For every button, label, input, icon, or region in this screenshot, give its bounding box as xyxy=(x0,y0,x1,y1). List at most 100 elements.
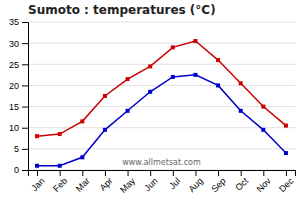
tick-mark xyxy=(218,170,219,176)
axis-line xyxy=(29,171,296,177)
tick: May xyxy=(118,170,137,195)
line xyxy=(37,75,286,166)
marker xyxy=(126,77,130,81)
tick-label: Sep xyxy=(209,176,227,194)
tick: 0 xyxy=(14,165,28,175)
tick-mark xyxy=(82,170,83,176)
tick: 25 xyxy=(9,60,28,70)
tick-label: Aug xyxy=(187,176,205,194)
annotation: www.allmetsat.com xyxy=(122,158,201,167)
tick-label: 35 xyxy=(9,17,19,27)
grid xyxy=(28,22,295,170)
tick-label: Nov xyxy=(254,175,273,194)
tick: 20 xyxy=(9,81,28,91)
marker xyxy=(261,105,265,109)
tick-label: Feb xyxy=(51,176,69,194)
tick-mark xyxy=(241,170,242,176)
chart: 0 5 10 15 20 25 30 35 Jan Feb Mar AprMay Jun Jul AugSe… xyxy=(0,0,305,200)
marker xyxy=(239,109,243,113)
x-axis: Jan Feb Mar AprMay Jun Jul AugSep OctNovDec xyxy=(29,170,296,195)
tick-mark xyxy=(22,22,28,23)
tick: 30 xyxy=(9,39,28,49)
marker xyxy=(261,128,265,132)
tick-mark xyxy=(60,170,61,176)
tick: 15 xyxy=(9,102,28,112)
tick-mark xyxy=(22,128,28,129)
tick: Jan xyxy=(29,170,46,193)
marker xyxy=(216,58,220,62)
tick-mark xyxy=(22,64,28,65)
tick: 35 xyxy=(9,17,28,27)
grid-line xyxy=(28,43,295,44)
marker xyxy=(148,90,152,94)
tick: Apr xyxy=(98,170,115,193)
tick: Jun xyxy=(142,170,159,193)
tick: Oct xyxy=(233,170,250,193)
marker xyxy=(58,164,62,168)
tick-mark xyxy=(22,149,28,150)
marker xyxy=(239,81,243,85)
marker xyxy=(80,155,84,159)
grid-line xyxy=(28,64,295,65)
marker xyxy=(35,164,39,168)
tick-label: 20 xyxy=(9,81,19,91)
tick-label: Jun xyxy=(142,176,159,193)
tick-label: 15 xyxy=(9,102,19,112)
tick-label: 10 xyxy=(9,123,19,133)
tick-label: May xyxy=(118,175,137,194)
marker xyxy=(171,45,175,49)
grid-line xyxy=(28,22,295,23)
tick-mark xyxy=(173,170,174,176)
tick-label: Jul xyxy=(167,176,182,191)
tick-mark xyxy=(37,170,38,176)
plot: 0 5 10 15 20 25 30 35 Jan Feb Mar AprMay Jun Jul AugSe… xyxy=(9,17,296,195)
tick-mark xyxy=(22,107,28,108)
tick-mark xyxy=(22,170,28,171)
tick-mark xyxy=(286,170,287,176)
marker xyxy=(216,83,220,87)
tick-label: 30 xyxy=(9,39,19,49)
tick-label: Oct xyxy=(233,175,250,192)
tick: 10 xyxy=(9,123,28,133)
tick: 5 xyxy=(14,144,28,154)
marker xyxy=(148,64,152,68)
tick: Dec xyxy=(277,170,296,194)
marker xyxy=(284,124,288,128)
grid-line xyxy=(28,127,295,128)
tick-mark xyxy=(263,170,264,176)
axis-line xyxy=(22,23,29,171)
tick: Aug xyxy=(187,170,205,194)
marker xyxy=(126,109,130,113)
marker xyxy=(35,134,39,138)
tick-mark xyxy=(22,43,28,44)
tick-mark xyxy=(195,170,196,176)
tick-label: 25 xyxy=(9,60,19,70)
marker xyxy=(103,94,107,98)
tick: Nov xyxy=(254,170,273,194)
marker xyxy=(193,39,197,43)
tick-label: 0 xyxy=(14,165,19,175)
marks xyxy=(35,39,288,168)
tick: Sep xyxy=(209,170,227,194)
grid-line xyxy=(28,148,295,149)
title: Sumoto : temperatures (°C) xyxy=(28,3,216,17)
tick-mark xyxy=(128,170,129,176)
tick: Mar xyxy=(74,170,92,194)
tick-label: Jan xyxy=(29,176,46,193)
marker xyxy=(58,132,62,136)
marker xyxy=(80,119,84,123)
grid-line xyxy=(28,106,295,107)
line xyxy=(37,41,286,136)
tick: Jul xyxy=(167,170,182,191)
tick-label: Apr xyxy=(98,176,115,193)
tick-mark xyxy=(105,170,106,176)
tick: Feb xyxy=(51,170,69,194)
marker xyxy=(193,73,197,77)
marker xyxy=(103,128,107,132)
marker xyxy=(171,75,175,79)
tick-label: Dec xyxy=(277,175,296,194)
tick-label: 5 xyxy=(14,144,19,154)
tick-mark xyxy=(22,85,28,86)
y-axis: 0 5 10 15 20 25 30 35 xyxy=(9,17,29,175)
marker xyxy=(284,151,288,155)
